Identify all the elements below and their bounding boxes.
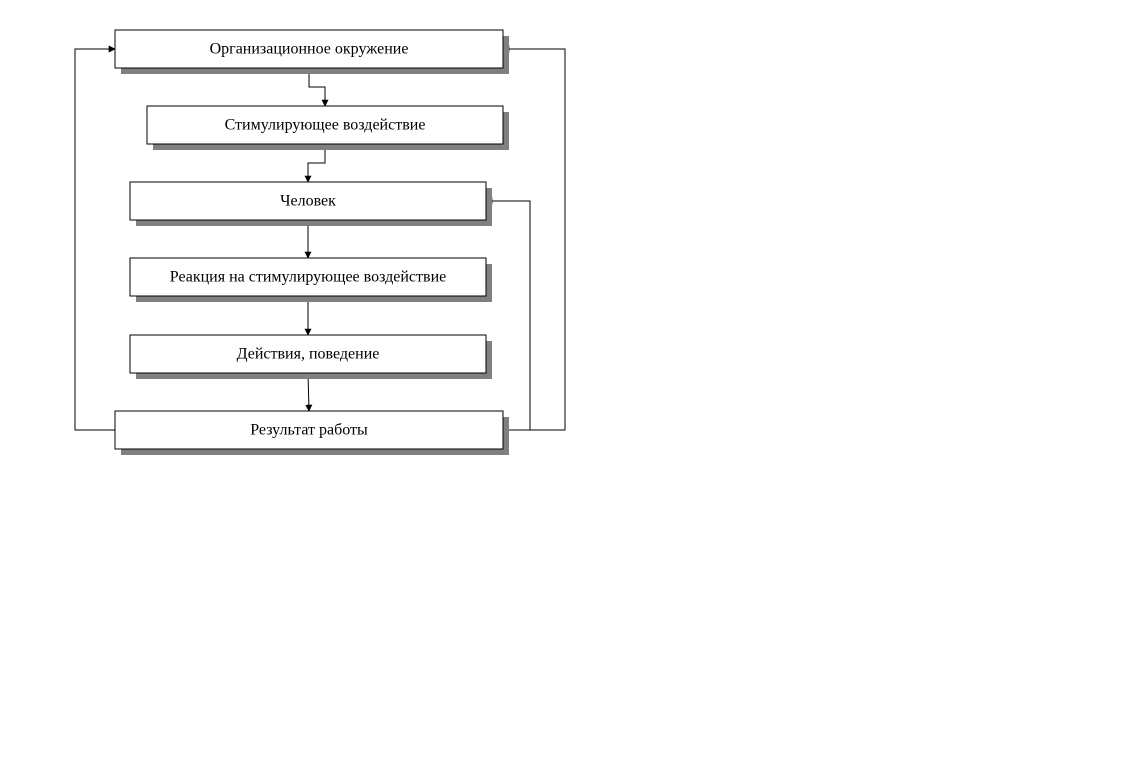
flow-node: Реакция на стимулирующее воздействие xyxy=(130,258,492,302)
flow-node-label: Человек xyxy=(280,193,336,210)
flow-node: Действия, поведение xyxy=(130,335,492,379)
flow-node: Организационное окружение xyxy=(115,30,509,74)
flow-node: Стимулирующее воздействие xyxy=(147,106,509,150)
diagram-canvas: Организационное окружение Стимулирующее в… xyxy=(0,0,1126,773)
flow-node: Результат работы xyxy=(115,411,509,455)
flow-node-label: Реакция на стимулирующее воздействие xyxy=(170,269,447,286)
flow-edge xyxy=(75,49,115,430)
flow-node: Человек xyxy=(130,182,492,226)
flowchart-svg: Организационное окружение Стимулирующее в… xyxy=(0,0,1126,773)
flow-node-label: Организационное окружение xyxy=(210,41,409,58)
flow-node-label: Действия, поведение xyxy=(237,346,380,363)
flow-node-label: Результат работы xyxy=(250,422,368,439)
flow-edge xyxy=(503,49,565,430)
flow-edge xyxy=(486,201,530,430)
nodes-layer: Организационное окружение Стимулирующее в… xyxy=(115,30,509,455)
flow-node-label: Стимулирующее воздействие xyxy=(225,117,426,134)
